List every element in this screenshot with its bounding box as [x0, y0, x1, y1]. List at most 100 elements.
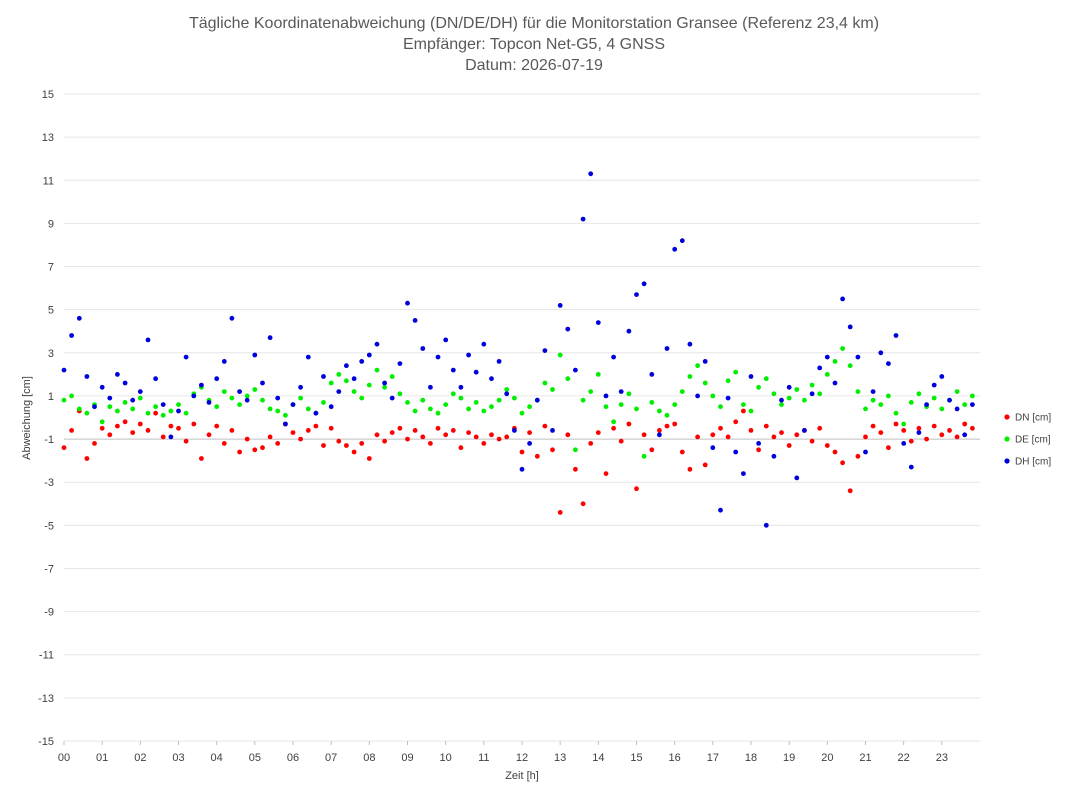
data-point	[107, 432, 113, 438]
x-tick-label: 15	[630, 752, 642, 764]
x-tick-label: 00	[58, 752, 70, 764]
x-tick-label: 19	[783, 752, 795, 764]
data-point	[115, 423, 120, 429]
data-point	[641, 432, 647, 438]
data-point	[664, 423, 670, 429]
y-tick-label: 13	[42, 132, 54, 144]
data-point	[405, 300, 410, 306]
data-point	[481, 408, 487, 414]
data-point	[458, 445, 464, 451]
data-point	[916, 425, 922, 431]
data-point	[519, 410, 525, 416]
data-point	[84, 410, 90, 416]
data-point	[145, 428, 151, 433]
data-point	[618, 402, 624, 407]
data-point	[389, 374, 395, 379]
data-point	[931, 395, 937, 401]
data-point	[321, 374, 326, 379]
data-point	[115, 372, 120, 377]
data-point	[878, 402, 884, 407]
y-tick-label: -1	[44, 434, 54, 446]
data-point	[176, 425, 181, 431]
data-point	[229, 315, 235, 321]
data-point	[672, 246, 678, 252]
data-point	[313, 410, 319, 416]
data-point	[786, 384, 792, 390]
data-point	[603, 471, 609, 476]
data-point	[741, 471, 746, 476]
data-point	[794, 387, 800, 392]
data-point	[473, 369, 479, 375]
y-tick-label: -7	[44, 563, 54, 575]
data-point	[832, 380, 838, 386]
data-point	[710, 393, 716, 399]
data-point	[168, 408, 174, 414]
data-point	[618, 389, 624, 394]
data-point	[710, 432, 716, 438]
data-point	[718, 425, 723, 431]
data-point	[137, 421, 143, 427]
data-point	[69, 428, 74, 433]
x-tick-label: 16	[669, 752, 681, 764]
data-point	[183, 354, 189, 360]
data-point	[901, 421, 907, 427]
data-point	[359, 359, 365, 364]
data-point	[695, 434, 700, 440]
data-point	[435, 410, 441, 416]
data-point	[450, 367, 456, 373]
data-point	[931, 382, 937, 388]
data-point	[634, 406, 639, 412]
data-point	[504, 434, 510, 440]
data-point	[611, 419, 616, 425]
data-point	[229, 395, 235, 401]
data-point	[137, 395, 143, 401]
data-point	[504, 391, 510, 397]
data-point	[206, 432, 212, 438]
data-point	[336, 372, 342, 377]
data-point	[412, 318, 418, 323]
x-tick-label: 12	[516, 752, 528, 764]
data-point	[886, 393, 891, 399]
data-point	[702, 359, 708, 364]
y-tick-label: -11	[39, 650, 54, 662]
data-point	[748, 428, 754, 433]
data-point	[672, 402, 678, 407]
data-point	[802, 397, 807, 403]
data-point	[840, 460, 845, 466]
data-point	[214, 376, 220, 382]
data-point	[76, 315, 82, 321]
data-point	[634, 292, 639, 297]
data-point	[328, 425, 334, 431]
data-point	[611, 354, 616, 360]
data-points	[61, 171, 975, 528]
data-point	[527, 441, 532, 446]
data-point	[107, 404, 113, 410]
data-point	[527, 430, 532, 435]
data-point	[763, 423, 769, 429]
data-point	[733, 369, 739, 375]
data-point	[863, 406, 868, 412]
data-point	[443, 402, 449, 407]
data-point	[206, 400, 212, 405]
data-point	[939, 432, 945, 438]
legend: DN [cm] DE [cm] DH [cm]	[1004, 413, 1051, 468]
data-point	[657, 428, 662, 433]
data-point	[191, 393, 197, 399]
data-point	[229, 428, 235, 433]
data-point	[512, 395, 517, 401]
data-point	[397, 391, 403, 397]
data-point	[122, 380, 128, 386]
data-point	[99, 384, 105, 390]
data-point	[496, 397, 502, 403]
data-point	[809, 391, 815, 397]
data-point	[412, 428, 418, 433]
data-point	[160, 434, 166, 440]
data-point	[153, 376, 159, 382]
data-point	[893, 421, 899, 427]
data-point	[290, 402, 296, 407]
data-point	[702, 380, 708, 386]
x-tick-label: 01	[96, 752, 108, 764]
data-point	[252, 352, 258, 358]
data-point	[473, 434, 479, 440]
x-axis-ticks: 00 01 02 03 04 05 06 07 08 09 10 11 12 13 14 15 16 17 18 19…	[58, 741, 948, 764]
